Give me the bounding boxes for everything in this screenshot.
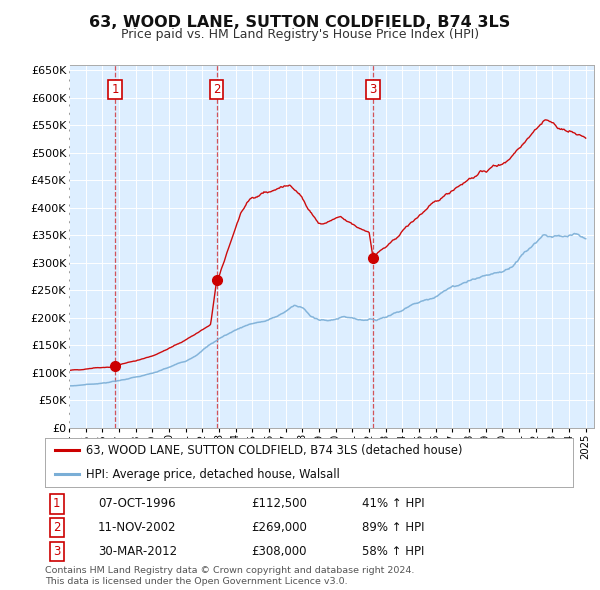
Text: 2: 2 [53, 521, 61, 534]
Text: 1: 1 [53, 497, 61, 510]
Text: 63, WOOD LANE, SUTTON COLDFIELD, B74 3LS (detached house): 63, WOOD LANE, SUTTON COLDFIELD, B74 3LS… [86, 444, 463, 457]
Text: £269,000: £269,000 [251, 521, 307, 534]
Text: Contains HM Land Registry data © Crown copyright and database right 2024.
This d: Contains HM Land Registry data © Crown c… [45, 566, 415, 586]
Text: £308,000: £308,000 [251, 545, 307, 558]
Text: 30-MAR-2012: 30-MAR-2012 [98, 545, 177, 558]
Text: 2: 2 [213, 83, 220, 96]
Text: £112,500: £112,500 [251, 497, 307, 510]
Text: 3: 3 [370, 83, 377, 96]
Text: Price paid vs. HM Land Registry's House Price Index (HPI): Price paid vs. HM Land Registry's House … [121, 28, 479, 41]
Text: 11-NOV-2002: 11-NOV-2002 [98, 521, 176, 534]
Text: 07-OCT-1996: 07-OCT-1996 [98, 497, 175, 510]
Text: 89% ↑ HPI: 89% ↑ HPI [362, 521, 424, 534]
Text: 58% ↑ HPI: 58% ↑ HPI [362, 545, 424, 558]
Text: 41% ↑ HPI: 41% ↑ HPI [362, 497, 424, 510]
Text: HPI: Average price, detached house, Walsall: HPI: Average price, detached house, Wals… [86, 468, 340, 481]
Text: 1: 1 [112, 83, 119, 96]
Bar [61, 65, 70, 428]
Text: 63, WOOD LANE, SUTTON COLDFIELD, B74 3LS: 63, WOOD LANE, SUTTON COLDFIELD, B74 3LS [89, 15, 511, 30]
Text: 3: 3 [53, 545, 61, 558]
